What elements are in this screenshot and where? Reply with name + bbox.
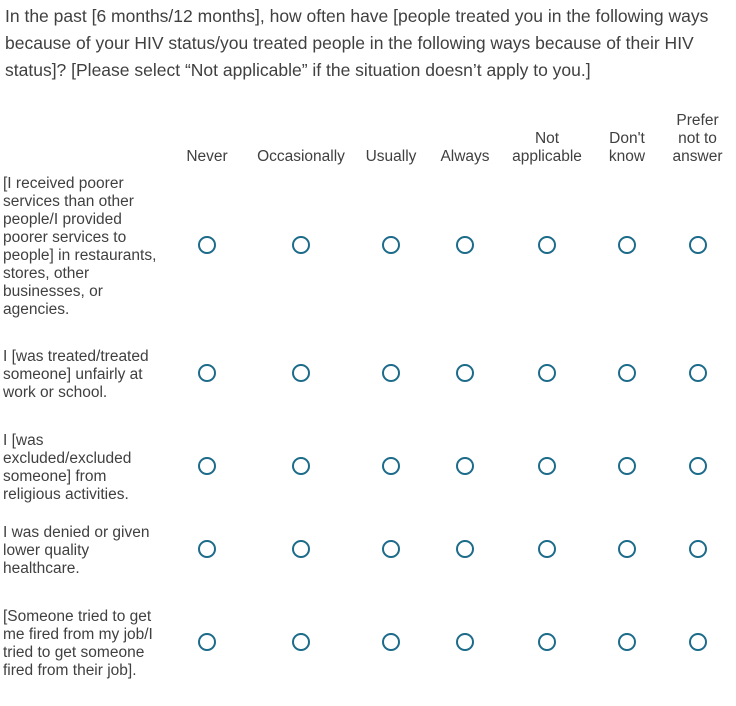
radio-dont-know[interactable] (618, 363, 636, 382)
radio-occasionally[interactable] (292, 456, 310, 475)
column-header-not-applicable-label: Not applicable (512, 130, 582, 165)
radio-usually[interactable] (382, 456, 400, 475)
radio-usually[interactable] (382, 539, 400, 558)
radio-always[interactable] (456, 456, 474, 475)
radio-occasionally[interactable] (292, 235, 310, 254)
response-matrix: Never Occasionally Usually Always Not ap… (3, 112, 736, 700)
radio-always[interactable] (456, 632, 474, 651)
matrix-row-religious-activities: I [was excluded/excluded someone] from r… (3, 422, 736, 514)
radio-usually[interactable] (382, 632, 400, 651)
radio-never[interactable] (198, 235, 216, 254)
matrix-row-work-or-school: I [was treated/treated someone] unfairly… (3, 328, 736, 422)
radio-not-applicable[interactable] (538, 363, 556, 382)
column-header-occasionally: Occasionally (257, 148, 345, 165)
radio-usually[interactable] (382, 235, 400, 254)
column-header-prefer-not-to-answer-label: Prefer not to answer (672, 112, 723, 165)
radio-dont-know[interactable] (618, 235, 636, 254)
radio-usually[interactable] (382, 363, 400, 382)
row-label: I [was excluded/excluded someone] from r… (3, 432, 132, 503)
radio-prefer-not-to-answer[interactable] (688, 235, 707, 254)
radio-prefer-not-to-answer[interactable] (688, 632, 707, 651)
radio-always[interactable] (456, 235, 474, 254)
column-header-dont-know-label: Don't know (608, 130, 646, 165)
radio-occasionally[interactable] (292, 539, 310, 558)
radio-occasionally[interactable] (292, 632, 310, 651)
radio-never[interactable] (198, 363, 216, 382)
radio-never[interactable] (198, 539, 216, 558)
row-label-header (3, 112, 163, 166)
row-label: [Someone tried to get me fired from my j… (3, 608, 153, 679)
radio-not-applicable[interactable] (538, 632, 556, 651)
matrix-row-healthcare: I was denied or given lower quality heal… (3, 514, 736, 588)
radio-occasionally[interactable] (292, 363, 310, 382)
radio-always[interactable] (456, 363, 474, 382)
row-label: I [was treated/treated someone] unfairly… (3, 348, 149, 401)
radio-dont-know[interactable] (618, 539, 636, 558)
column-header-not-applicable: Not applicable (499, 112, 595, 166)
radio-always[interactable] (456, 539, 474, 558)
row-label: [I received poorer services than other p… (3, 175, 157, 318)
radio-dont-know[interactable] (618, 632, 636, 651)
radio-dont-know[interactable] (618, 456, 636, 475)
question-text: In the past [6 months/12 months], how of… (5, 6, 709, 80)
column-header-never: Never (186, 148, 228, 165)
radio-prefer-not-to-answer[interactable] (688, 539, 707, 558)
column-header-usually: Usually (365, 148, 417, 165)
column-header-always: Always (440, 148, 490, 165)
radio-prefer-not-to-answer[interactable] (688, 363, 707, 382)
column-header-prefer-not-to-answer: Prefer not to answer (659, 112, 736, 166)
radio-not-applicable[interactable] (538, 235, 556, 254)
matrix-row-poorer-services: [I received poorer services than other p… (3, 166, 736, 328)
radio-not-applicable[interactable] (538, 456, 556, 475)
radio-never[interactable] (198, 456, 216, 475)
radio-not-applicable[interactable] (538, 539, 556, 558)
radio-never[interactable] (198, 632, 216, 651)
header-row: Never Occasionally Usually Always Not ap… (3, 112, 736, 166)
row-label: I was denied or given lower quality heal… (3, 524, 150, 577)
radio-prefer-not-to-answer[interactable] (688, 456, 707, 475)
matrix-row-job: [Someone tried to get me fired from my j… (3, 588, 736, 700)
column-header-dont-know: Don't know (595, 112, 659, 166)
